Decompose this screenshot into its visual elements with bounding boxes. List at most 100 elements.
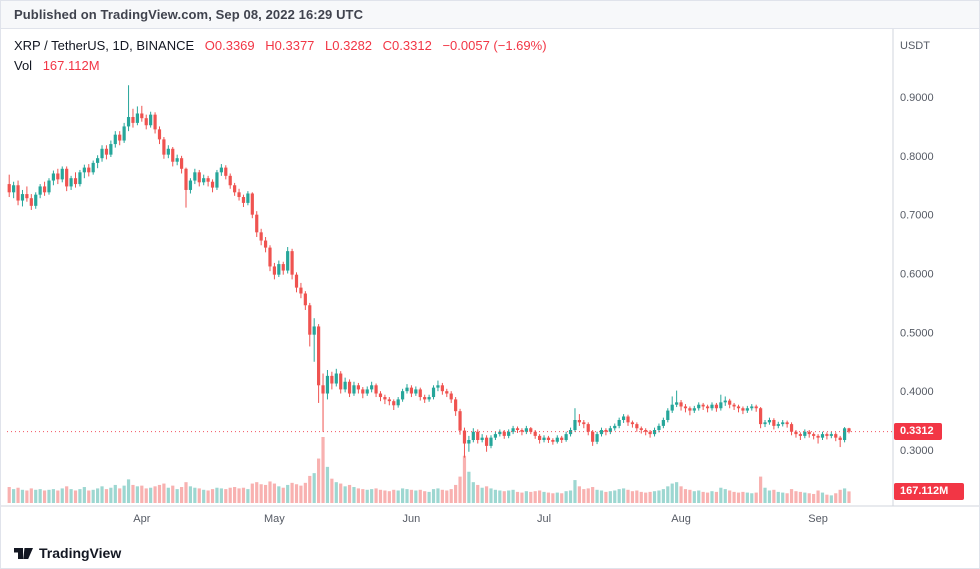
volume-bar [781, 492, 785, 503]
candle-body [515, 428, 520, 430]
symbol-title: XRP / TetherUS, 1D, BINANCE [14, 38, 195, 53]
candle-body [87, 167, 91, 173]
volume-bar [794, 491, 798, 503]
volume-bar [471, 482, 475, 503]
candle-body [789, 424, 794, 432]
volume-bar [652, 491, 657, 503]
candle-body [591, 431, 595, 442]
candle-body [149, 114, 153, 126]
volume-bar [281, 487, 285, 503]
candle-body [524, 428, 528, 432]
candle-body [392, 401, 396, 406]
candle-body [400, 391, 405, 400]
candle-body [776, 424, 780, 426]
candle-body [361, 389, 365, 394]
tradingview-brand-link[interactable]: TradingView [14, 545, 121, 561]
volume-bar [171, 485, 175, 503]
candle-body [352, 385, 356, 394]
volume-value: 167.112M [42, 58, 100, 73]
candle-body [630, 422, 635, 425]
candle-body [551, 440, 555, 442]
candle-body [365, 389, 369, 394]
candle-body [728, 400, 732, 405]
price-axis-label: 0.7000 [900, 210, 934, 222]
chart-area: XRP / TetherUS, 1D, BINANCE O0.3369 H0.3… [1, 29, 979, 536]
volume-bar [197, 488, 201, 503]
volume-bar [604, 491, 608, 503]
candle-body [529, 428, 533, 432]
volume-bar [144, 488, 148, 503]
candle-body [440, 385, 444, 392]
volume-bar [339, 483, 343, 503]
legend-line-symbol: XRP / TetherUS, 1D, BINANCE O0.3369 H0.3… [14, 36, 547, 56]
candle-body [763, 422, 767, 425]
candle-body [555, 437, 559, 442]
volume-bar [591, 487, 595, 503]
candle-body [224, 167, 228, 176]
candle-body [484, 437, 489, 446]
volume-bar [179, 487, 184, 503]
candle-body [73, 178, 78, 185]
volume-bar [356, 488, 360, 503]
candle-body [82, 167, 86, 173]
candle-body [697, 404, 701, 409]
candle-body [573, 420, 577, 430]
volume-bar [202, 489, 206, 503]
candle-body [29, 198, 33, 206]
volume-bar [126, 479, 131, 503]
candle-body [621, 416, 626, 420]
candle-body [732, 404, 736, 407]
candle-body [445, 391, 449, 394]
candle-body [166, 148, 170, 155]
volume-bar [405, 489, 409, 503]
volume-bar [630, 491, 635, 503]
candle-body [816, 435, 820, 438]
candle-body [42, 186, 47, 193]
candle-body [781, 422, 785, 425]
volume-bar [507, 490, 511, 503]
volume-bar [502, 491, 506, 503]
volume-bar [135, 486, 139, 503]
volume-bar [286, 484, 290, 503]
volume-bar [445, 490, 449, 503]
volume-bar [206, 490, 210, 503]
volume-bar [582, 489, 586, 503]
volume-bar [639, 491, 643, 503]
volume-bar [308, 475, 312, 503]
candle-body [188, 180, 193, 190]
volume-bar [87, 490, 91, 503]
candle-body [135, 113, 139, 123]
candle-body [507, 431, 511, 436]
footer: TradingView [1, 536, 979, 568]
volume-bar [91, 489, 95, 503]
volume-bar [414, 490, 418, 503]
price-chart-canvas[interactable]: USDT 0.9000 0.8000 0.7000 0.6000 0.5000 0.4000… [1, 29, 979, 536]
candle-body [480, 437, 484, 440]
candle-body [714, 404, 719, 409]
candle-body [387, 399, 391, 402]
price-axis-label: 0.5000 [900, 327, 934, 339]
candle-body [272, 266, 277, 275]
volume-bar [378, 489, 383, 503]
volume-bar [803, 492, 807, 503]
volume-bar [343, 486, 347, 503]
volume-bar [69, 489, 73, 503]
candle-body [286, 251, 290, 271]
volume-bar [157, 484, 162, 503]
candle-body [533, 431, 537, 436]
candle-body [206, 178, 210, 182]
candle-body [317, 326, 321, 386]
volume-bar [100, 486, 104, 503]
volume-bar [29, 488, 33, 503]
candle-body [838, 437, 842, 440]
axes [1, 29, 979, 507]
volume-bar [418, 489, 422, 503]
volume-bar [241, 487, 246, 503]
candle-body [613, 425, 617, 429]
candle-body [409, 387, 414, 394]
legend-line-volume: Vol 167.112M [14, 56, 547, 76]
candle-body [38, 186, 42, 195]
last-price-tag: 0.3312 [894, 423, 942, 441]
volume-bar [233, 487, 237, 503]
